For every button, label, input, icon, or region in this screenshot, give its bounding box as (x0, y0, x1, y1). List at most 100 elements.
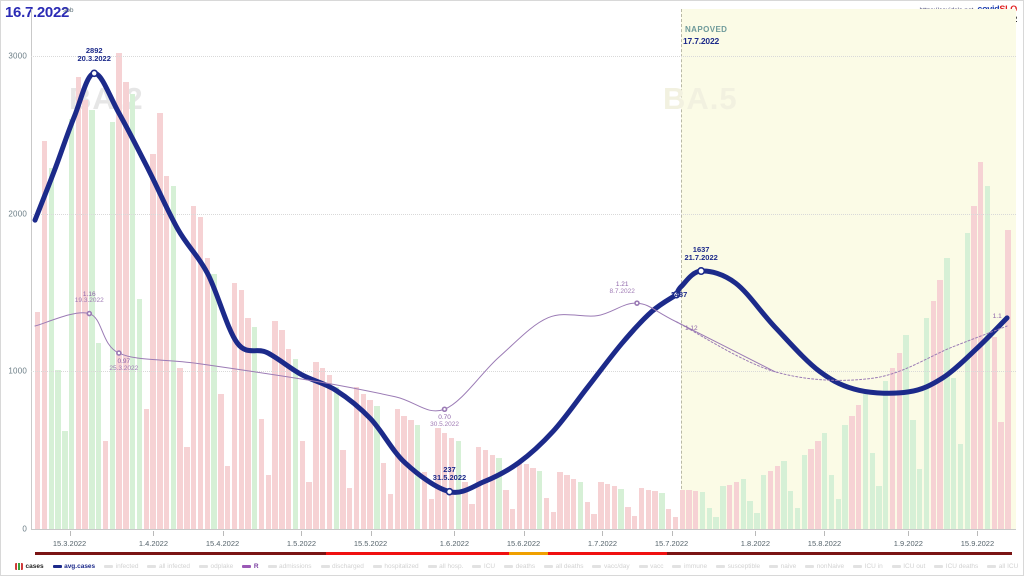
legend-item-r[interactable]: R (242, 563, 259, 570)
legend-item-all-deaths[interactable]: all deaths (544, 563, 583, 570)
y-axis-tick-label: 3000 (8, 51, 27, 61)
legend-swatch-icon (242, 564, 252, 568)
case-bar (123, 81, 129, 529)
x-axis-tick-label: 15.5.2022 (353, 539, 388, 548)
case-bar (659, 492, 665, 529)
case-bar (957, 443, 964, 529)
annotation-current-value: 1487 (670, 289, 688, 299)
gridline (31, 371, 1016, 373)
case-bar (550, 511, 556, 529)
annotation-peak-date: 20.3.2022 (77, 54, 111, 64)
case-bar (177, 368, 183, 529)
annotation-r-fall-date: 25.3.2022 (109, 364, 139, 372)
annotation-r-min-date: 30.5.2022 (430, 421, 460, 429)
case-bar (89, 109, 95, 529)
legend-swatch-icon (320, 564, 330, 568)
case-bar (930, 300, 936, 529)
legend-label: susceptible (727, 562, 761, 570)
case-bar (129, 94, 136, 529)
legend-item-susceptible[interactable]: susceptible (716, 563, 760, 570)
case-bar (75, 76, 82, 529)
x-axis-tick-label: 15.7.2022 (654, 539, 689, 548)
legend-item-odplake[interactable]: odplake (199, 563, 233, 570)
forecast-region-background (681, 9, 1016, 529)
case-bar (163, 176, 170, 529)
legend-item-all-infected[interactable]: all infected (147, 563, 190, 570)
severity-segment (508, 552, 549, 555)
legend-label: discharged (332, 562, 364, 570)
legend-swatch-icon (544, 564, 554, 568)
case-bar (598, 481, 604, 529)
legend-item-cases[interactable]: cases (15, 562, 44, 570)
page-title: 16.7.2022 (5, 4, 70, 21)
legend-item-infected[interactable]: infected (104, 563, 138, 570)
legend-item-icu-in[interactable]: ICU in (853, 563, 883, 570)
legend-swatch-icon (147, 564, 157, 568)
legend-item-all-hosp-[interactable]: all hosp. (427, 563, 463, 570)
x-axis-tick-label: 15.9.2022 (960, 539, 995, 548)
case-bar (917, 469, 923, 529)
case-bar (143, 409, 149, 529)
case-bar (604, 484, 611, 529)
legend-swatch-icon (15, 562, 23, 570)
case-bar (543, 497, 550, 529)
legend-item-icu[interactable]: ICU (472, 563, 495, 570)
r-marker (441, 406, 448, 413)
case-bar (638, 488, 645, 529)
legend-item-icu-out[interactable]: ICU out (891, 562, 926, 570)
case-bar (245, 317, 251, 529)
case-bar (265, 475, 272, 529)
annotation-r-now: 1.12 (685, 325, 698, 333)
case-bar (998, 421, 1004, 529)
case-bar (109, 122, 115, 529)
avg-cases-forecast-line (673, 268, 1010, 396)
case-bar (632, 516, 638, 529)
chart-plot-area: BA.2 BA.5 0 1000 2000 3000 2892 20.3.2022 237… (8, 9, 1016, 537)
case-bar (822, 432, 828, 529)
case-bar (557, 472, 563, 529)
case-bar (869, 453, 875, 529)
legend-label: ICU out (903, 562, 926, 570)
legend-swatch-icon (472, 564, 482, 568)
legend-item-avg-cases[interactable]: avg.cases (52, 563, 95, 570)
legend-label: ICU deaths (945, 562, 979, 570)
legend-swatch-icon (672, 564, 682, 568)
case-bar (706, 507, 713, 529)
severity-segment (548, 552, 667, 555)
legend-item-immune[interactable]: immune (672, 563, 707, 570)
case-bar (157, 113, 163, 529)
forecast-peak-marker (697, 267, 706, 276)
legend-item-icu-deaths[interactable]: ICU deaths (934, 563, 978, 570)
x-axis-tick-label: 15.3.2022 (52, 539, 87, 548)
legend-item-naive[interactable]: naive (769, 563, 796, 570)
legend-swatch-icon (104, 564, 114, 568)
legend-item-vacc[interactable]: vacc (638, 563, 663, 570)
case-bar (408, 420, 414, 529)
x-axis-tick-label: 1.4.2022 (138, 539, 169, 548)
case-bar (333, 387, 339, 529)
case-bar (523, 464, 529, 529)
case-bar (204, 257, 210, 529)
x-axis: 15.3.2022 1.4.2022 15.4.2022 1.5.2022 15.5.2… (31, 531, 1016, 551)
legend-item-hospitalized[interactable]: hospitalized (372, 563, 419, 570)
case-bar (191, 205, 197, 529)
legend-item-nonnaive[interactable]: nonNaive (805, 563, 844, 570)
legend-item-vacc-day[interactable]: vacc/day (592, 563, 630, 570)
legend-label: cases (25, 562, 44, 570)
annotation-trough-value: 237 (443, 464, 456, 474)
annotation-r-rise: 1.21 8.7.2022 (610, 281, 635, 296)
legend-item-all-icu[interactable]: all ICU (987, 563, 1018, 570)
legend-label: ICU (483, 562, 496, 570)
legend-item-admissions[interactable]: admissions (267, 562, 312, 570)
legend-item-deaths[interactable]: deaths (504, 563, 535, 570)
x-axis-tick-label: 1.9.2022 (893, 539, 923, 548)
legend-label: immune (683, 562, 708, 570)
legend-item-discharged[interactable]: discharged (320, 562, 364, 570)
annotation-forecast-peak-value: 1637 (692, 245, 710, 255)
case-bar (570, 478, 577, 529)
annotation-r-min-value: 0.70 (438, 414, 451, 422)
case-bar (611, 486, 618, 529)
legend-label: admissions (279, 562, 312, 570)
case-bar (353, 387, 360, 529)
